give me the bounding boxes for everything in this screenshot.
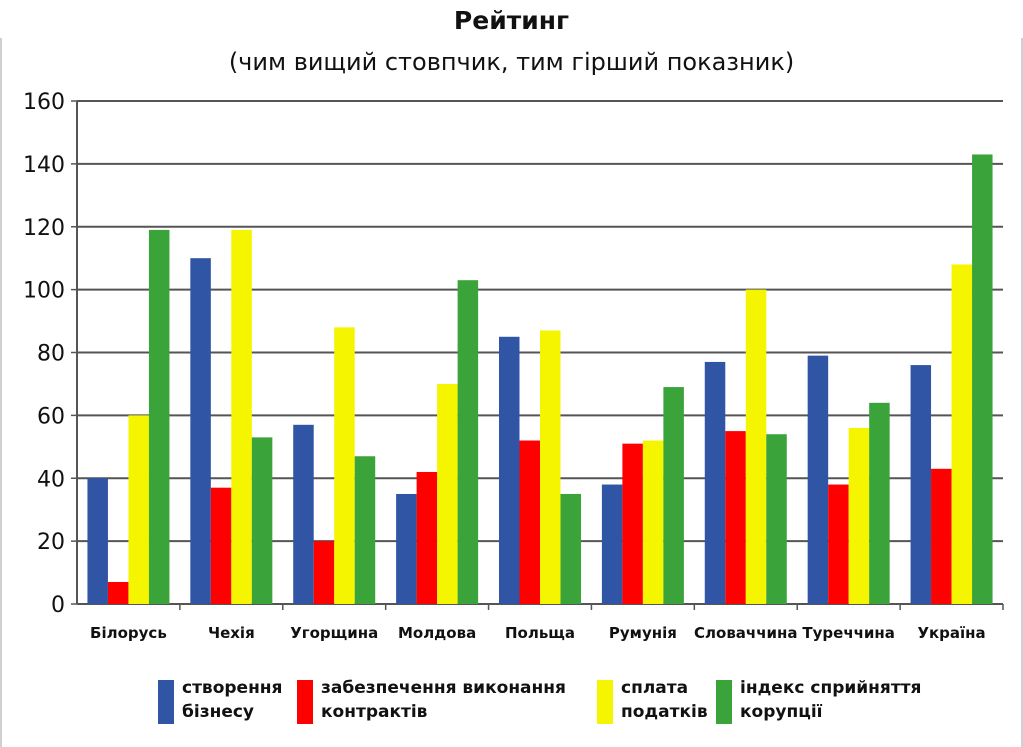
legend-swatch-business xyxy=(158,680,174,724)
legend-label-taxes-line2: податків xyxy=(621,702,708,722)
y-tick-label: 80 xyxy=(37,342,65,367)
bar xyxy=(519,440,540,604)
x-tick-label: Білорусь xyxy=(90,624,167,642)
bar-chart: 0 20 40 60 80 100 120 140 160 Білорусь Чехія Угорщи… xyxy=(23,90,1004,642)
bar xyxy=(622,443,643,604)
bar xyxy=(642,440,664,604)
bar xyxy=(128,415,149,604)
bar xyxy=(972,154,993,604)
bar xyxy=(601,484,623,604)
legend-label-business-line2: бізнесу xyxy=(182,702,255,722)
frame-right-border xyxy=(1021,38,1023,747)
bar xyxy=(745,289,767,604)
bar xyxy=(210,487,232,604)
legend-label-contracts-line1: забезпечення виконання xyxy=(321,678,566,698)
bar xyxy=(931,468,952,604)
bar xyxy=(828,484,849,604)
legend-swatch-contracts xyxy=(297,680,313,724)
y-tick-label: 60 xyxy=(37,404,65,429)
legend-label-taxes-line1: сплата xyxy=(621,678,689,698)
legend-label-business: створення бізнесу xyxy=(182,676,282,724)
bar xyxy=(766,434,787,604)
bar xyxy=(725,431,746,604)
bar xyxy=(293,424,314,604)
bar xyxy=(437,383,458,604)
bar xyxy=(457,280,479,604)
y-tick-label: 20 xyxy=(37,530,65,555)
x-tick-label: Румунія xyxy=(609,624,677,642)
bar xyxy=(540,330,561,604)
x-tick-label: Туреччина xyxy=(802,624,895,642)
chart-title: Рейтинг xyxy=(453,6,570,35)
bar xyxy=(231,229,252,605)
x-tick-label: Угорщина xyxy=(290,624,378,642)
y-tick-label: 40 xyxy=(37,467,65,492)
y-tick-label: 100 xyxy=(23,279,65,304)
bar xyxy=(416,471,438,604)
bar xyxy=(499,336,520,604)
legend-label-corruption-line2: корупції xyxy=(740,702,823,722)
bar xyxy=(807,355,829,604)
x-tick-label: Україна xyxy=(917,624,985,642)
y-tick-label: 160 xyxy=(23,90,65,115)
bar xyxy=(354,456,376,604)
bar xyxy=(251,437,273,604)
chart-legend: створення бізнесу забезпечення виконання к… xyxy=(0,676,1023,736)
y-tick-label: 140 xyxy=(23,153,65,178)
x-tick-label: Словаччина xyxy=(694,624,798,642)
legend-label-business-line1: створення xyxy=(182,678,283,698)
bar xyxy=(107,581,129,604)
bar xyxy=(313,541,335,604)
legend-swatch-taxes xyxy=(597,680,613,724)
y-tick-label: 120 xyxy=(23,216,65,241)
bar xyxy=(910,365,932,604)
bar xyxy=(148,229,170,605)
bar xyxy=(663,387,684,604)
chart-subtitle: (чим вищий стовпчик, тим гірший показник… xyxy=(228,48,795,76)
bar xyxy=(190,258,211,604)
x-tick-label: Молдова xyxy=(398,624,476,642)
legend-label-corruption-line1: індекс сприйняття xyxy=(740,678,922,698)
legend-swatch-corruption xyxy=(716,680,732,724)
legend-label-contracts-line2: контрактів xyxy=(321,702,428,722)
bar xyxy=(848,427,870,604)
legend-label-contracts: забезпечення виконання контрактів xyxy=(321,676,566,724)
bar xyxy=(951,264,973,604)
frame-left-border xyxy=(0,38,2,747)
x-tick-label: Чехія xyxy=(208,624,255,642)
y-tick-label: 0 xyxy=(51,593,65,618)
x-tick-label: Польща xyxy=(505,624,575,642)
bar xyxy=(560,493,581,604)
bar xyxy=(87,478,108,604)
bar xyxy=(396,493,417,604)
legend-label-taxes: сплата податків xyxy=(621,676,708,724)
bar xyxy=(334,327,355,604)
legend-label-corruption: індекс сприйняття корупції xyxy=(740,676,921,724)
bar xyxy=(869,402,890,604)
bar xyxy=(704,361,726,604)
